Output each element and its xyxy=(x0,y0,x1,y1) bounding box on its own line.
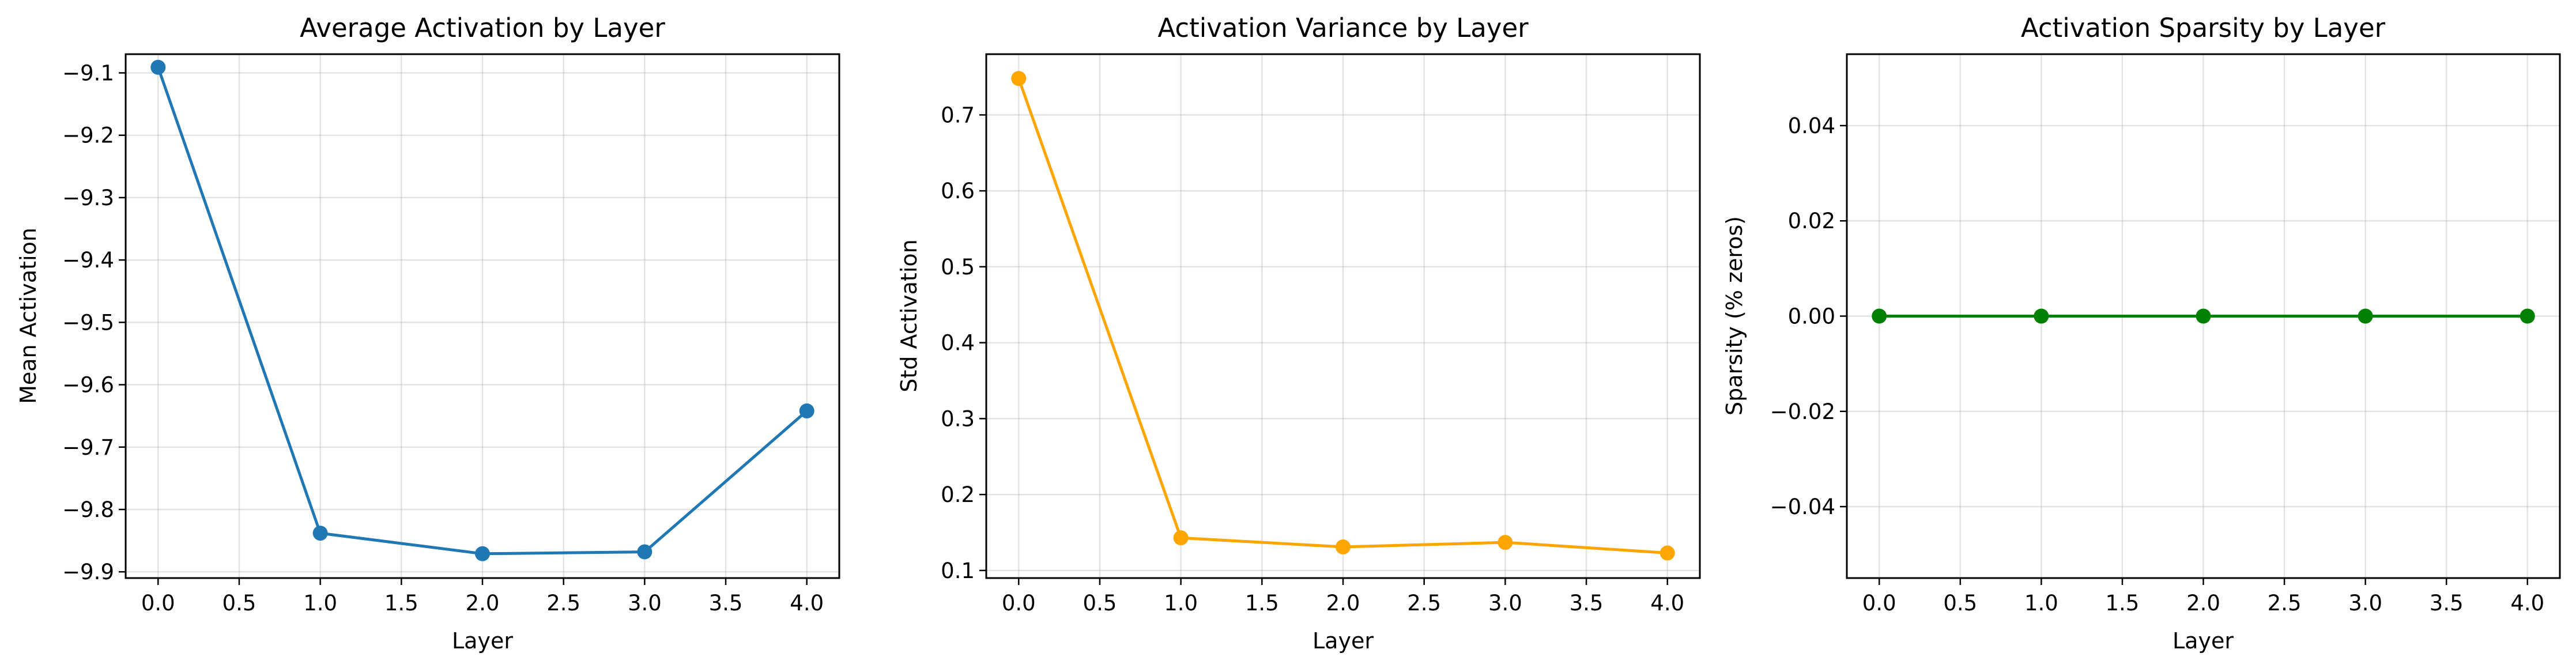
y-tick-label: −9.5 xyxy=(62,310,114,335)
x-tick-label: 2.5 xyxy=(1407,591,1441,616)
y-axis-label: Std Activation xyxy=(896,239,922,392)
data-point xyxy=(1659,545,1675,561)
chart-title: Average Activation by Layer xyxy=(300,13,665,43)
data-point xyxy=(2034,308,2049,324)
chart-title: Activation Sparsity by Layer xyxy=(2021,13,2386,43)
y-axis-label: Mean Activation xyxy=(16,228,41,404)
x-axis-label: Layer xyxy=(452,628,513,654)
y-tick-label: 0.3 xyxy=(941,406,975,431)
x-tick-label: 4.0 xyxy=(790,591,824,616)
data-point xyxy=(637,544,653,560)
y-axis-ticks: −9.1 −9.2 −9.3 −9.4 −9.5 −9.6 −9.7 −9.8 −9.9 xyxy=(62,61,126,584)
y-tick-label: 0.1 xyxy=(941,558,975,583)
x-tick-label: 0.5 xyxy=(1943,591,1977,616)
x-tick-label: 0.0 xyxy=(1002,591,1036,616)
y-tick-label: −9.7 xyxy=(62,435,114,460)
x-axis-label: Layer xyxy=(2173,628,2234,654)
data-point xyxy=(1336,539,1351,554)
y-tick-label: −9.3 xyxy=(62,186,114,210)
x-tick-label: 1.5 xyxy=(384,591,418,616)
y-tick-label: 0.04 xyxy=(1788,114,1835,138)
y-tick-label: −9.8 xyxy=(62,497,114,522)
x-tick-label: 0.5 xyxy=(1083,591,1117,616)
panel-average-activation: Average Activation by Layer 0.0 0.5 1.0 1.5… xyxy=(16,13,840,654)
y-tick-label: −0.02 xyxy=(1770,399,1835,424)
x-axis-ticks: 0.0 0.5 1.0 1.5 2.0 2.5 3.0 3.5 4.0 xyxy=(141,578,824,616)
y-tick-label: 0.2 xyxy=(941,482,975,507)
y-tick-label: 0.7 xyxy=(941,103,975,127)
y-tick-label: 0.02 xyxy=(1788,209,1835,233)
data-point xyxy=(1173,530,1189,546)
panel-activation-sparsity: Activation Sparsity by Layer 0.0 0.5 1.0 1.… xyxy=(1722,13,2561,654)
data-point xyxy=(2358,308,2373,324)
data-point xyxy=(2196,308,2211,324)
x-tick-label: 2.0 xyxy=(2186,591,2220,616)
x-tick-label: 0.5 xyxy=(222,591,257,616)
y-tick-label: 0.6 xyxy=(941,179,975,203)
y-axis-label: Sparsity (% zeros) xyxy=(1722,216,1747,416)
x-tick-label: 3.5 xyxy=(1570,591,1604,616)
x-axis-label: Layer xyxy=(1312,628,1374,654)
x-tick-label: 1.5 xyxy=(1245,591,1279,616)
data-point xyxy=(150,59,166,75)
x-tick-label: 0.0 xyxy=(1862,591,1896,616)
y-tick-label: 0.00 xyxy=(1788,304,1835,329)
y-tick-label: −9.9 xyxy=(62,560,114,584)
y-tick-label: −9.1 xyxy=(62,61,114,85)
x-tick-label: 2.0 xyxy=(466,591,500,616)
data-point xyxy=(799,403,814,418)
y-axis-ticks: 0.1 0.2 0.3 0.4 0.5 0.6 0.7 xyxy=(941,103,986,583)
x-tick-label: 2.5 xyxy=(546,591,580,616)
y-tick-label: −9.2 xyxy=(62,123,114,148)
series xyxy=(150,59,814,561)
y-tick-label: 0.5 xyxy=(941,255,975,280)
x-tick-label: 1.0 xyxy=(2024,591,2058,616)
x-tick-label: 3.0 xyxy=(2348,591,2382,616)
x-axis-ticks: 0.0 0.5 1.0 1.5 2.0 2.5 3.0 3.5 4.0 xyxy=(1862,578,2544,616)
x-tick-label: 3.0 xyxy=(1488,591,1522,616)
x-tick-label: 0.0 xyxy=(141,591,175,616)
x-tick-label: 4.0 xyxy=(1650,591,1684,616)
panel-activation-variance: Activation Variance by Layer 0.0 0.5 1.0 1.… xyxy=(896,13,1701,654)
data-point xyxy=(1872,308,1887,324)
data-point xyxy=(1011,71,1027,86)
x-tick-label: 3.5 xyxy=(2430,591,2464,616)
x-tick-label: 1.0 xyxy=(303,591,337,616)
y-tick-label: −9.4 xyxy=(62,248,114,273)
data-point xyxy=(312,526,328,541)
y-tick-label: −9.6 xyxy=(62,373,114,398)
grid xyxy=(986,54,1700,578)
x-axis-ticks: 0.0 0.5 1.0 1.5 2.0 2.5 3.0 3.5 4.0 xyxy=(1002,578,1684,616)
y-tick-label: 0.4 xyxy=(941,331,975,356)
x-tick-label: 4.0 xyxy=(2510,591,2544,616)
y-axis-ticks: 0.04 0.02 0.00 −0.02 −0.04 xyxy=(1770,114,1847,519)
grid xyxy=(126,54,839,578)
x-tick-label: 2.5 xyxy=(2268,591,2302,616)
series xyxy=(1872,308,2535,324)
data-point xyxy=(2520,308,2535,324)
x-tick-label: 1.5 xyxy=(2106,591,2140,616)
chart-title: Activation Variance by Layer xyxy=(1157,13,1529,43)
y-tick-label: −0.04 xyxy=(1770,494,1835,519)
x-tick-label: 2.0 xyxy=(1326,591,1360,616)
x-tick-label: 3.5 xyxy=(709,591,743,616)
data-point xyxy=(1498,535,1513,550)
series xyxy=(1011,71,1675,561)
x-tick-label: 1.0 xyxy=(1164,591,1198,616)
x-tick-label: 3.0 xyxy=(628,591,662,616)
data-point xyxy=(475,546,490,561)
